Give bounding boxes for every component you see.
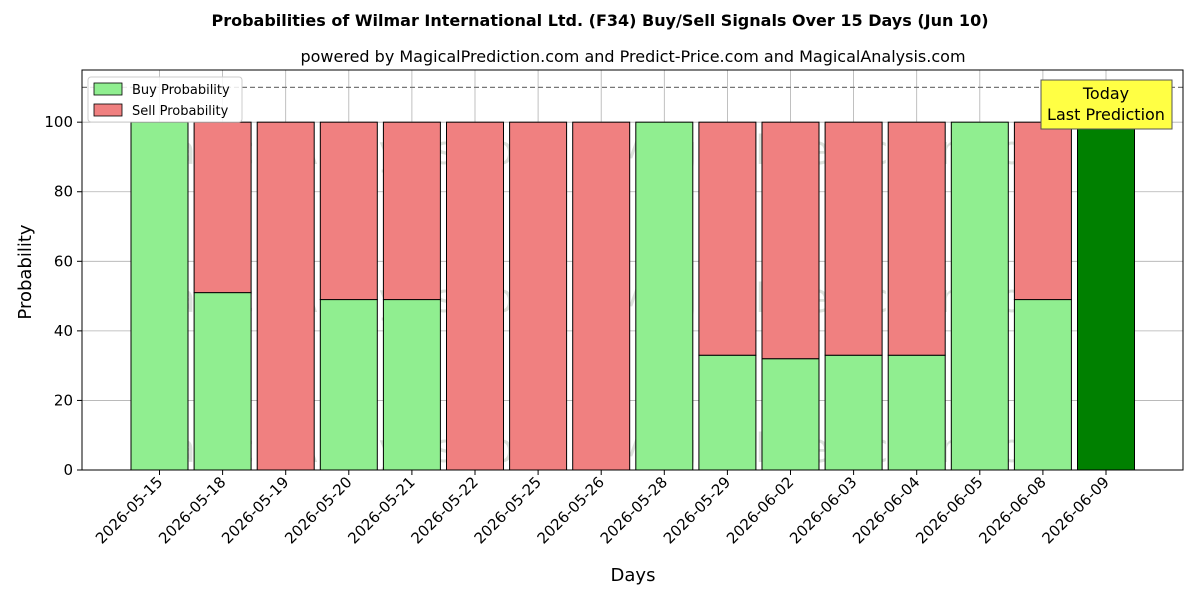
bar-sell: [761, 121, 820, 360]
bar-sell: [887, 121, 946, 356]
today-annotation: Today Last Prediction: [1040, 79, 1173, 130]
bar-sell: [1013, 121, 1072, 301]
y-tick-label: 20: [54, 391, 73, 409]
y-tick-label: 0: [63, 461, 73, 479]
bar-sell: [824, 121, 883, 356]
legend-sell-label: Sell Probability: [132, 104, 229, 119]
bar-sell: [256, 121, 315, 471]
x-tick-label: 2026-05-25: [471, 473, 545, 547]
legend-sell-swatch: [93, 103, 123, 117]
x-tick-label: 2026-05-18: [155, 473, 229, 547]
bar-sell: [572, 121, 631, 471]
legend: Buy Probability Sell Probability: [87, 76, 243, 123]
x-tick-label: 2026-05-15: [92, 473, 166, 547]
x-axis-label: Days: [611, 565, 656, 586]
bar-buy: [761, 358, 820, 471]
y-tick-label: 60: [54, 252, 73, 270]
y-tick-label: 80: [54, 183, 73, 201]
bar-buy: [1013, 299, 1072, 471]
bar-buy: [887, 354, 946, 471]
legend-box: [87, 76, 243, 123]
today-annotation-line2: Last Prediction: [1047, 105, 1165, 124]
bar-sell: [319, 121, 378, 301]
bar-sell: [382, 121, 441, 301]
today-annotation-box: [1040, 79, 1173, 130]
legend-buy-swatch: [93, 82, 123, 96]
bar-sell: [446, 121, 504, 471]
y-axis-label: Probability: [15, 224, 36, 319]
x-axis-ticks: 2026-05-152026-05-182026-05-192026-05-20…: [92, 470, 1113, 547]
plot-frame: [81, 69, 1184, 471]
x-tick-label: 2026-05-29: [660, 473, 734, 547]
x-tick-label: 2026-06-03: [786, 473, 860, 547]
bar-buy: [130, 121, 189, 471]
x-tick-label: 2026-06-08: [975, 473, 1049, 547]
bar-buy: [193, 292, 252, 471]
y-tick-label: 40: [54, 322, 73, 340]
bar-buy: [950, 121, 1009, 471]
x-tick-label: 2026-06-02: [723, 473, 797, 547]
x-tick-label: 2026-05-22: [407, 473, 481, 547]
bar-buy: [824, 354, 883, 471]
today-annotation-line1: Today: [1082, 84, 1129, 103]
bars: [130, 121, 1135, 471]
bar-buy: [1077, 121, 1135, 471]
x-tick-label: 2026-05-21: [344, 473, 418, 547]
x-tick-label: 2026-06-05: [912, 473, 986, 547]
y-tick-label: 100: [44, 113, 73, 131]
x-tick-label: 2026-06-09: [1038, 473, 1112, 547]
chart-title: Probabilities of Wilmar International Lt…: [211, 11, 988, 30]
legend-buy-label: Buy Probability: [132, 83, 230, 98]
x-tick-label: 2026-05-28: [597, 473, 671, 547]
x-tick-label: 2026-05-26: [534, 473, 608, 547]
bar-buy: [382, 299, 441, 471]
bar-buy: [635, 121, 694, 471]
y-axis-ticks: 0 20 40 60 80 100: [44, 113, 82, 479]
bar-buy: [319, 299, 378, 471]
x-tick-label: 2026-05-19: [218, 473, 292, 547]
bar-sell: [509, 121, 568, 471]
x-tick-label: 2026-06-04: [849, 473, 923, 547]
x-tick-label: 2026-05-20: [281, 473, 355, 547]
bar-sell: [193, 121, 252, 294]
chart-subtitle: powered by MagicalPrediction.com and Pre…: [300, 47, 965, 66]
bar-sell: [698, 121, 757, 356]
bar-buy: [698, 354, 757, 471]
